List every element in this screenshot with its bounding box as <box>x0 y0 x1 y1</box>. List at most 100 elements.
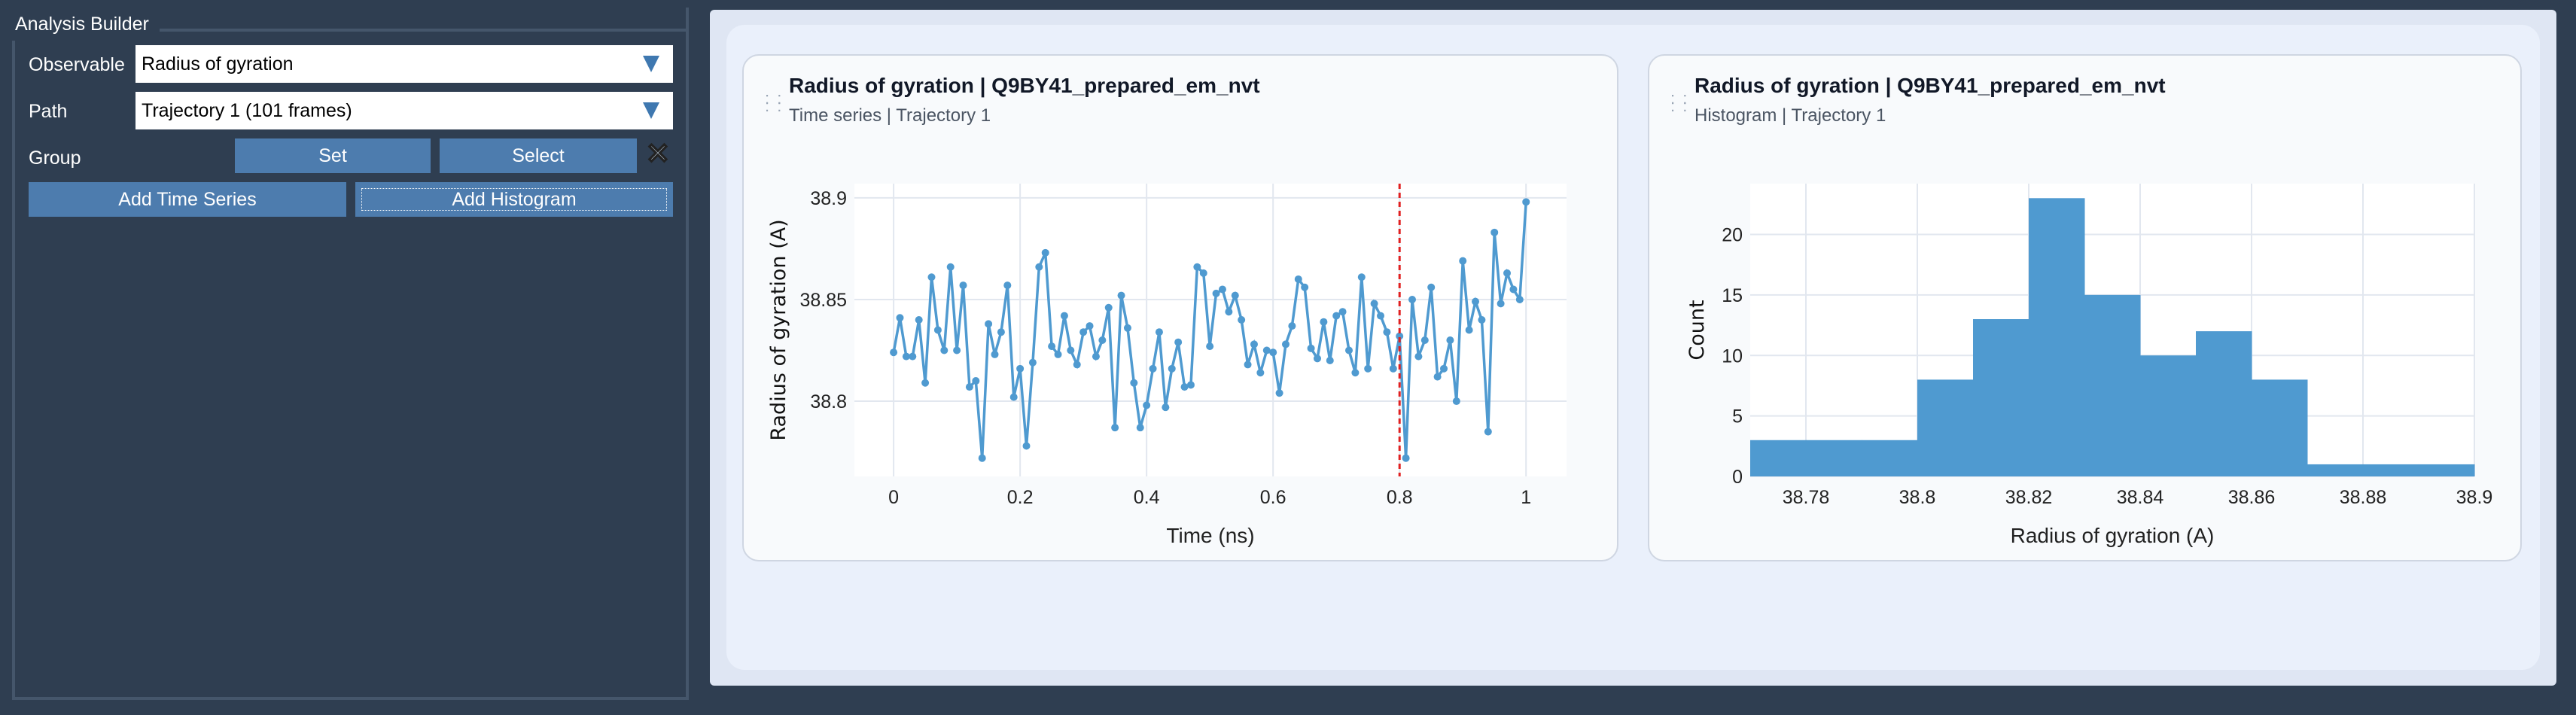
x-tick-label: 1 <box>1521 487 1531 508</box>
y-tick-label: 20 <box>1722 225 1743 246</box>
data-point <box>965 383 973 391</box>
fieldset-border-top <box>160 29 689 32</box>
set-group-button[interactable]: Set <box>235 138 431 173</box>
x-axis-title: Time (ns) <box>1166 524 1254 547</box>
fieldset-border-right <box>686 8 689 700</box>
data-point <box>1288 322 1296 330</box>
y-tick-label: 15 <box>1722 285 1743 306</box>
histogram-bar <box>2363 464 2419 476</box>
histogram-bar <box>1917 379 1974 476</box>
data-point <box>1130 379 1138 387</box>
histogram-bar <box>2196 331 2252 476</box>
data-point <box>933 326 942 334</box>
data-point <box>915 315 923 324</box>
data-point <box>1244 361 1252 369</box>
dropdown-arrow-icon <box>643 56 659 72</box>
data-point <box>1459 257 1467 265</box>
data-point <box>1509 285 1518 294</box>
card-title: Radius of gyration | Q9BY41_prepared_em_… <box>789 74 1260 97</box>
data-point <box>1218 285 1226 294</box>
observable-select[interactable]: Radius of gyration <box>135 45 673 83</box>
data-point <box>1320 318 1328 326</box>
data-point <box>1472 297 1480 306</box>
data-point <box>1186 381 1195 389</box>
data-point <box>1054 350 1062 358</box>
y-tick-label: 5 <box>1732 406 1743 427</box>
y-tick-label: 38.85 <box>799 290 847 311</box>
histogram-bar <box>1750 440 1807 476</box>
y-axis-title: Radius of gyration (A) <box>767 219 790 440</box>
data-point <box>1199 269 1207 277</box>
x-tick-label: 0.4 <box>1134 487 1160 508</box>
path-value: Trajectory 1 (101 frames) <box>142 100 352 121</box>
data-point <box>1440 364 1448 373</box>
x-tick-label: 38.86 <box>2228 487 2276 508</box>
data-point <box>1326 357 1334 365</box>
y-tick-label: 38.9 <box>810 188 847 209</box>
data-point <box>1427 283 1436 291</box>
data-point <box>1104 303 1113 312</box>
data-point <box>959 281 967 290</box>
data-point <box>1231 291 1239 300</box>
data-point <box>1193 263 1201 271</box>
data-point <box>1313 354 1321 363</box>
data-point <box>1250 340 1258 348</box>
data-point <box>1465 326 1473 334</box>
data-point <box>1149 364 1157 373</box>
dropdown-arrow-icon <box>643 102 659 119</box>
histogram-bar <box>2419 464 2475 476</box>
data-point <box>1256 369 1265 377</box>
data-point <box>921 379 930 387</box>
data-point <box>1301 283 1309 291</box>
x-tick-label: 38.9 <box>2456 487 2493 508</box>
data-point <box>946 263 955 271</box>
histogram-bar <box>1806 440 1862 476</box>
histogram-card: : :: : Radius of gyration | Q9BY41_prepa… <box>1648 54 2522 561</box>
data-point <box>1155 328 1163 336</box>
group-label: Group <box>29 148 81 169</box>
data-point <box>1060 312 1068 320</box>
data-point <box>1028 358 1037 367</box>
fieldset-border-left <box>12 41 15 700</box>
histogram-bar <box>2140 355 2197 476</box>
data-point <box>1162 403 1170 412</box>
data-point <box>1048 342 1056 351</box>
close-x-icon[interactable]: ✕ <box>645 138 671 171</box>
histogram-bar <box>2252 379 2308 476</box>
x-tick-label: 38.78 <box>1783 487 1830 508</box>
time-series-chart[interactable]: 0 0.2 0.4 0.6 0.8 1 38.8 38.85 38.9 Time (ns) Radi… <box>744 56 1620 563</box>
data-point <box>1092 352 1100 361</box>
data-point <box>1225 308 1233 316</box>
x-tick-label: 0 <box>888 487 899 508</box>
panel-title: Analysis Builder <box>15 14 149 35</box>
y-axis-title: Count <box>1685 300 1709 360</box>
data-point <box>1212 289 1220 297</box>
histogram-bar <box>1862 440 1918 476</box>
add-time-series-button[interactable]: Add Time Series <box>29 182 346 217</box>
data-point <box>1484 427 1492 436</box>
path-label: Path <box>29 101 68 122</box>
data-point <box>1022 442 1031 450</box>
data-point <box>1332 312 1341 320</box>
data-point <box>1497 300 1505 308</box>
data-point <box>1357 273 1366 281</box>
data-point <box>909 352 917 361</box>
data-point <box>1281 340 1290 348</box>
y-tick-label: 0 <box>1732 467 1743 488</box>
select-group-button[interactable]: Select <box>440 138 637 173</box>
data-point <box>978 454 986 462</box>
data-point <box>1086 322 1094 330</box>
data-point <box>1262 346 1271 354</box>
data-point <box>1364 364 1372 373</box>
data-point <box>1168 364 1176 373</box>
data-point <box>985 320 993 328</box>
data-point <box>972 377 980 385</box>
data-point <box>896 314 904 322</box>
y-tick-label: 10 <box>1722 345 1743 367</box>
path-select[interactable]: Trajectory 1 (101 frames) <box>135 92 673 129</box>
add-histogram-button[interactable]: Add Histogram <box>355 182 673 217</box>
data-point <box>1452 397 1460 406</box>
histogram-chart[interactable]: 38.78 38.8 38.82 38.84 38.86 38.88 38.9 0 5 10 15 2… <box>1649 56 2523 563</box>
observable-label: Observable <box>29 54 125 75</box>
x-tick-label: 0.2 <box>1007 487 1034 508</box>
